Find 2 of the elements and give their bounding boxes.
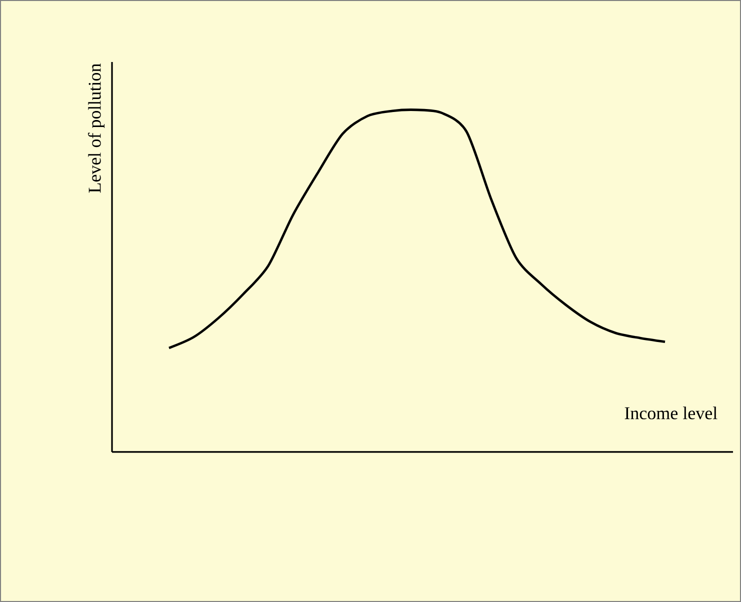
y-axis-title: Level of pollution	[88, 64, 104, 193]
x-axis-title: Income level	[624, 406, 718, 420]
